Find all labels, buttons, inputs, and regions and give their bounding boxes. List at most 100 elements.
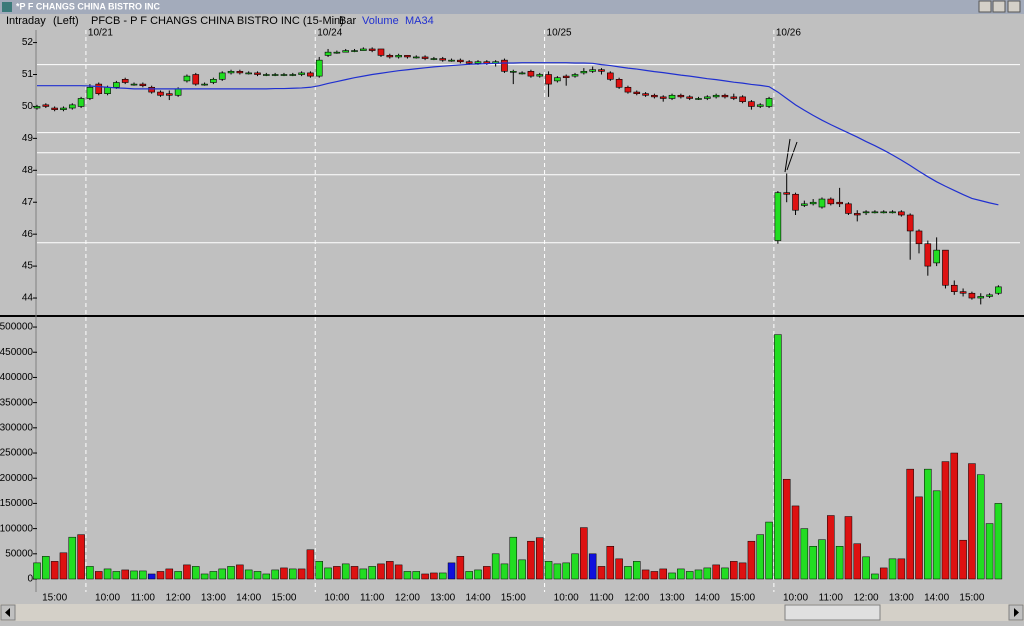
volume-bar xyxy=(703,567,712,580)
candle-body xyxy=(192,74,200,85)
volume-bar xyxy=(871,573,879,580)
style-label: Bar xyxy=(339,15,356,27)
volume-bar xyxy=(394,564,403,580)
candle-body xyxy=(765,98,773,107)
volume-bar xyxy=(818,539,826,580)
volume-bar xyxy=(588,553,597,580)
candle-body xyxy=(377,48,385,56)
volume-bar xyxy=(218,568,226,580)
candle-body xyxy=(642,93,649,96)
volume-bar xyxy=(959,539,967,580)
candle-body xyxy=(448,59,455,62)
x-tick-label: 11:00 xyxy=(360,593,385,604)
volume-bar xyxy=(730,561,738,580)
volume-bar xyxy=(976,474,985,580)
candle-body xyxy=(307,72,314,77)
volume-bar xyxy=(597,566,606,580)
volume-bar xyxy=(668,572,676,580)
volume-bar xyxy=(747,540,756,580)
y-tick-label: 200000 xyxy=(0,473,33,484)
candle-body xyxy=(748,101,755,107)
volume-bar xyxy=(156,571,165,580)
volume-bar xyxy=(289,568,297,580)
x-tick-label: 13:00 xyxy=(430,593,455,604)
volume-bar xyxy=(333,566,341,580)
x-tick-label: 11:00 xyxy=(131,593,156,604)
volume-bar xyxy=(694,569,703,580)
x-tick-label: 14:00 xyxy=(236,593,261,604)
volume-bar xyxy=(324,567,332,580)
candle-body xyxy=(421,56,429,59)
volume-bar xyxy=(941,461,950,580)
volume-bar xyxy=(924,468,932,580)
candle-body xyxy=(783,192,791,195)
candle-body xyxy=(818,198,826,208)
candle-body xyxy=(518,72,526,75)
volume-bar xyxy=(500,563,509,580)
scroll-track[interactable] xyxy=(0,604,1024,621)
volume-bar xyxy=(315,561,323,580)
scroll-thumb[interactable] xyxy=(784,604,881,621)
volume-bar xyxy=(544,561,553,580)
candle-body xyxy=(986,294,993,297)
volume-bar xyxy=(130,570,138,580)
candle-body xyxy=(68,104,76,109)
volume-bar xyxy=(483,566,491,580)
candle-body xyxy=(898,211,905,216)
x-tick-label: 13:00 xyxy=(660,593,685,604)
candle-body xyxy=(933,249,940,264)
y-tick-label: 100000 xyxy=(0,523,33,534)
ma-legend: MA34 xyxy=(405,15,434,27)
candle-body xyxy=(880,211,888,214)
y-tick-label: 47 xyxy=(22,197,34,208)
volume-bar xyxy=(244,569,253,580)
candle-body xyxy=(351,50,358,52)
candle-body xyxy=(501,59,508,72)
volume-bar xyxy=(994,503,1003,580)
candle-body xyxy=(871,211,879,214)
candle-body xyxy=(121,79,129,83)
volume-bar xyxy=(897,558,906,580)
y-tick-label: 50 xyxy=(22,101,34,112)
maximize-button[interactable] xyxy=(992,0,1006,13)
volume-bar xyxy=(77,534,85,580)
app-icon xyxy=(2,2,12,12)
x-tick-label: 13:00 xyxy=(201,593,226,604)
candle-body xyxy=(289,74,297,76)
candle-body xyxy=(950,284,958,292)
volume-bar xyxy=(862,556,870,580)
candle-body xyxy=(395,55,402,58)
volume-bar xyxy=(438,572,447,580)
window-title: *P F CHANGS CHINA BISTRO INC xyxy=(16,1,161,11)
y-tick-label: 450000 xyxy=(0,347,33,358)
volume-bar xyxy=(915,496,923,580)
volume-bar xyxy=(809,545,817,580)
scrollbar[interactable] xyxy=(0,604,1024,621)
candle-body xyxy=(774,192,782,241)
volume-bar xyxy=(112,571,121,580)
volume-bar xyxy=(174,571,182,580)
arrow-left xyxy=(5,608,10,617)
volume-bar xyxy=(888,558,897,580)
volume-bar xyxy=(94,571,103,580)
volume-bar xyxy=(985,523,994,580)
volume-bar xyxy=(774,334,782,580)
candle-body xyxy=(915,230,923,245)
candle-body xyxy=(148,86,155,93)
volume-bar xyxy=(800,528,809,580)
close-button[interactable] xyxy=(1007,0,1021,13)
candle-body xyxy=(245,72,252,75)
x-tick-label: 10:00 xyxy=(324,593,349,604)
volume-bar xyxy=(553,563,562,580)
candle-body xyxy=(271,74,279,76)
candle-body xyxy=(527,71,535,77)
candle-body xyxy=(60,107,67,110)
candle-body xyxy=(368,48,376,51)
x-tick-label: 14:00 xyxy=(924,593,949,604)
side-label: (Left) xyxy=(53,15,79,27)
window-buttons[interactable] xyxy=(978,0,1021,13)
minimize-button[interactable] xyxy=(978,0,992,13)
volume-bar xyxy=(633,561,641,580)
y-tick-label: 150000 xyxy=(0,498,33,509)
volume-bar xyxy=(86,566,94,580)
